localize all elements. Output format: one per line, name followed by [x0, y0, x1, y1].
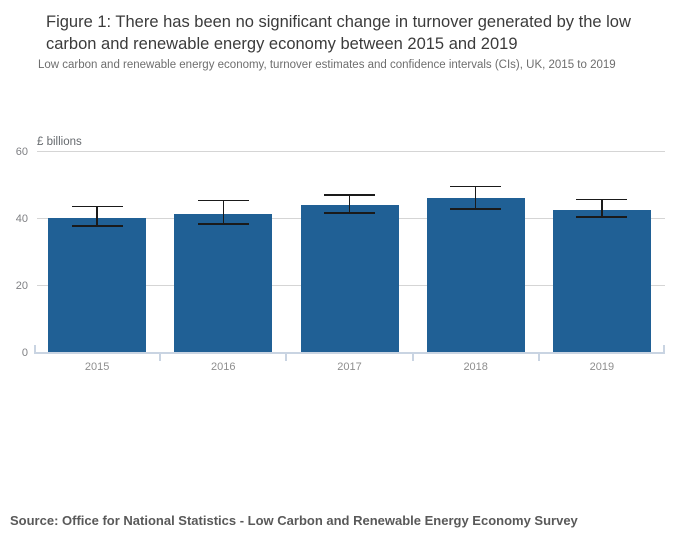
- chart-title: Figure 1: There has been no significant …: [46, 13, 631, 53]
- error-bar-stem: [348, 195, 351, 214]
- x-axis-tick-label: 2017: [337, 360, 362, 373]
- bar-2019: [552, 210, 651, 353]
- x-axis-boundary-tick: [411, 353, 414, 361]
- error-bar-stem: [601, 199, 603, 218]
- error-bar-cap-lower: [324, 212, 375, 214]
- x-axis-boundary-tick: [285, 353, 288, 361]
- error-bar-cap-lower: [450, 208, 502, 210]
- bar-2016: [174, 214, 273, 353]
- y-axis-tick-label: 20: [15, 279, 28, 292]
- error-bar-stem: [222, 200, 225, 225]
- y-axis-unit-label: £ billions: [37, 135, 82, 148]
- error-bar-cap-lower: [576, 216, 628, 218]
- bar-chart-plot-area: 0 20 40 60 £ billions 2015 2016 2017 2018 2019: [15, 135, 665, 373]
- x-axis-boundary-tick: [537, 353, 540, 361]
- error-bar-cap-lower: [71, 225, 123, 227]
- x-axis-end-tick: [34, 344, 36, 353]
- error-bar-cap-upper: [197, 199, 249, 202]
- error-bar-cap-upper: [324, 194, 375, 196]
- bar-2018: [426, 198, 525, 353]
- error-bar-cap-upper: [450, 185, 502, 188]
- x-axis-tick-label: 2018: [463, 360, 488, 373]
- x-axis-end-tick: [663, 344, 665, 353]
- source-note: Source: Office for National Statistics -…: [10, 513, 578, 528]
- error-bar-cap-lower: [197, 223, 249, 225]
- error-bar-cap-upper: [576, 198, 628, 201]
- x-axis-line: [34, 352, 665, 354]
- error-bar-cap-upper: [71, 205, 123, 208]
- x-axis-boundary-tick: [159, 353, 162, 361]
- y-axis-tick-label: 60: [15, 145, 28, 158]
- bar-2017: [300, 204, 399, 353]
- y-axis-tick-label: 0: [21, 346, 28, 359]
- bar-2015: [48, 218, 147, 353]
- chart-subtitle: Low carbon and renewable energy economy,…: [38, 59, 616, 71]
- y-gridline: [37, 151, 665, 152]
- x-axis-tick-label: 2015: [84, 360, 110, 373]
- y-axis-tick-label: 40: [15, 212, 28, 225]
- x-axis-tick-label: 2019: [589, 360, 615, 373]
- x-axis-tick-label: 2016: [211, 360, 236, 373]
- error-bar-stem: [474, 186, 477, 209]
- error-bar-stem: [96, 206, 98, 227]
